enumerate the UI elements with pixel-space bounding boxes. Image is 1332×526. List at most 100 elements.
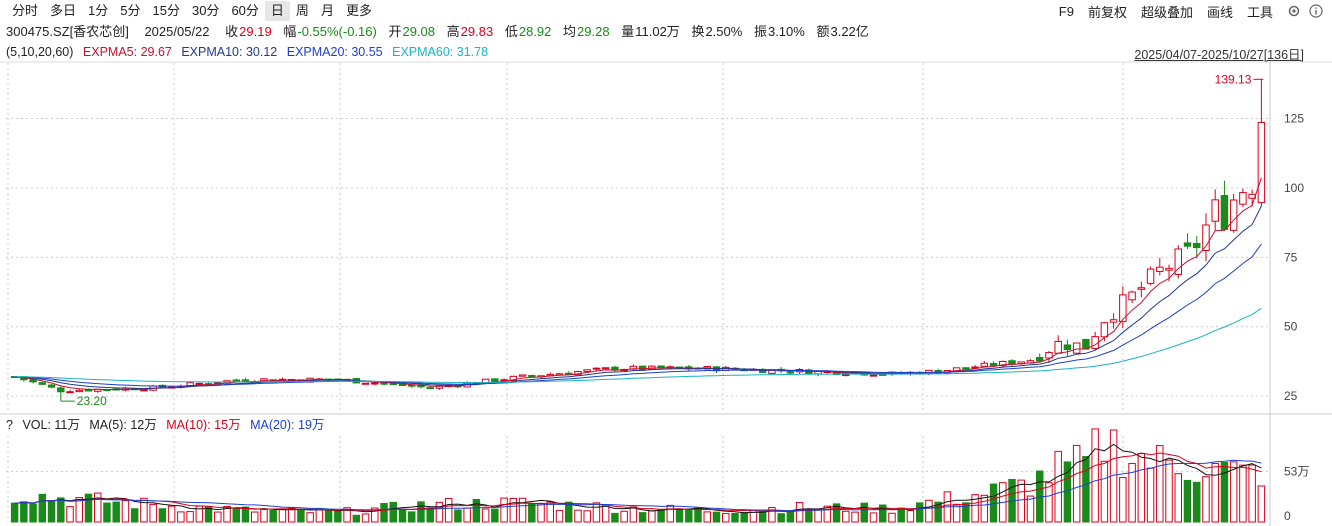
volume-bar (1072, 444, 1081, 523)
volume-bar (1229, 461, 1238, 523)
volume-bar (352, 514, 361, 523)
quote-bar: 300475.SZ[香农芯创] 2025/05/22 收29.19 幅-0.55… (6, 22, 873, 42)
volume-bar (232, 507, 240, 523)
date-range[interactable]: 2025/04/07-2025/10/27[136日] (1134, 48, 1304, 62)
vol-value-legend: VOL: 11万 (22, 418, 80, 432)
volume-bar (795, 502, 804, 523)
volume-bar (380, 503, 388, 523)
volume-bar (398, 509, 407, 523)
candle-body (47, 384, 56, 388)
volume-bar (555, 509, 564, 523)
volume-bar (906, 510, 915, 523)
period-tab[interactable]: 5分 (120, 3, 141, 18)
period-tab[interactable]: 30分 (191, 3, 220, 18)
turnover-label: 换 (691, 24, 705, 39)
candle-body (1146, 268, 1155, 284)
volume-bar (1146, 467, 1155, 523)
volume-bar (260, 509, 268, 523)
volume-bar (897, 507, 905, 523)
ema20-line (14, 243, 1262, 387)
volume-tick-label: 0 (1284, 509, 1291, 523)
volume-bar (444, 498, 453, 523)
volume-bar (1239, 464, 1247, 523)
tools-button[interactable]: 工具 (1246, 4, 1273, 20)
candle-body (1128, 291, 1136, 301)
volume-bar (47, 500, 56, 523)
volume-bar (214, 511, 222, 523)
period-tab[interactable]: 60分 (231, 3, 259, 18)
volume-bar (869, 512, 878, 523)
volume-bar (10, 502, 19, 523)
volume-bar (251, 511, 259, 523)
volume-bar (786, 510, 795, 523)
overlay-button[interactable]: 超级叠加 (1140, 4, 1193, 20)
period-tab[interactable]: 15分 (152, 3, 180, 18)
period-tab[interactable]: 月 (320, 3, 334, 18)
volume-bar (112, 501, 120, 523)
open-value: 29.08 (402, 24, 436, 39)
ema-params[interactable]: (5,10,20,60) (6, 45, 74, 59)
volume-bar (186, 511, 194, 523)
volume-bar (481, 508, 490, 523)
amp-value: 3.10% (767, 24, 805, 39)
f9-button[interactable]: F9 (1058, 3, 1074, 19)
volume-bar (1026, 495, 1035, 523)
ema60-line (14, 307, 1262, 384)
candle-body (989, 363, 998, 366)
volume-bar (685, 509, 693, 523)
close-label: 收 (225, 24, 239, 39)
period-tab[interactable]: 更多 (345, 3, 372, 18)
volume-bar (1202, 476, 1210, 523)
period-tab[interactable]: 日 (264, 1, 290, 21)
volume-bar (241, 506, 250, 523)
ema10-line (14, 205, 1262, 390)
volume-bar (177, 511, 185, 523)
candle-body (38, 382, 47, 385)
volume-bar (435, 501, 444, 523)
period-tab[interactable]: 多日 (50, 3, 77, 18)
volume-bar (371, 507, 379, 523)
period-tab[interactable]: 1分 (88, 3, 109, 18)
candle-body (1193, 243, 1201, 249)
candle-body (389, 383, 397, 386)
tool-group: F9 前复权 超级叠加 画线 工具 (1052, 0, 1324, 22)
high-label: 高 (446, 24, 460, 39)
period-tab[interactable]: 周 (295, 3, 309, 18)
candle-body (1054, 340, 1062, 354)
volume-bar (149, 503, 157, 523)
volume-bar (408, 511, 416, 523)
info-icon[interactable] (1308, 3, 1324, 19)
volume-bar (1193, 481, 1201, 523)
volume-bar (851, 511, 859, 523)
high-value: 29.83 (460, 24, 494, 39)
volume-bar (500, 497, 508, 523)
draw-line-button[interactable]: 画线 (1206, 4, 1233, 20)
candle-body (1202, 224, 1210, 251)
candle-body (380, 382, 388, 385)
vol-ma10-legend: MA(10): 15万 (166, 418, 241, 432)
volume-bar (648, 510, 656, 523)
volume-bar (1211, 462, 1219, 523)
ema-legend: (5,10,20,60) EXPMA5: 29.67 EXPMA10: 30.1… (6, 43, 494, 61)
vol-ma5-line (14, 443, 1262, 514)
adjust-button[interactable]: 前复权 (1087, 4, 1127, 20)
volume-bar (629, 506, 638, 523)
candle-body (638, 365, 647, 370)
period-tab[interactable]: 分时 (12, 3, 39, 18)
candle-body (75, 389, 83, 393)
volume-bar (814, 508, 822, 523)
price-tick-label: 125 (1284, 112, 1304, 126)
candle-body (361, 382, 370, 385)
candle-body (980, 362, 989, 367)
candle-body (1100, 322, 1109, 338)
change-value: -0.55%(-0.16) (297, 24, 377, 39)
avg-label: 均 (563, 24, 577, 39)
help-icon[interactable]: ? (6, 418, 13, 432)
volume-bar (601, 504, 610, 523)
volume-bar (278, 508, 287, 523)
volume-bar (75, 497, 83, 523)
gear-icon[interactable] (1286, 3, 1302, 19)
candle-body (971, 366, 979, 369)
volume-bar (389, 501, 397, 523)
